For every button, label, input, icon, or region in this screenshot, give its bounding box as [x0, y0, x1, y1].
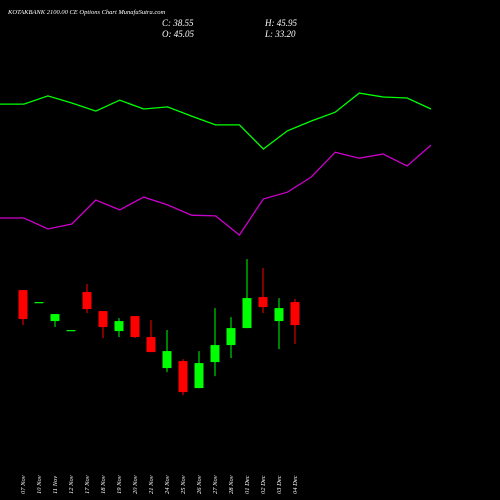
low-label: L: 33.20 [264, 29, 296, 39]
candle-body [82, 292, 92, 310]
candle-body [226, 328, 236, 346]
x-tick-label: 28 Nov [228, 475, 235, 494]
x-tick-label: 25 Nov [180, 475, 187, 494]
close-label: C: 38.55 [162, 18, 194, 28]
candle-body [178, 361, 188, 393]
candle-body [114, 321, 124, 332]
x-tick-label: 20 Nov [132, 475, 139, 494]
chart-title: KOTAKBANK 2100.00 CE Options Chart Munaf… [7, 9, 165, 16]
x-tick-label: 03 Dec [276, 475, 283, 494]
x-tick-label: 27 Nov [212, 475, 219, 494]
indicator-line [0, 92, 432, 150]
x-tick-label: 10 Nov [36, 475, 43, 494]
candle-body [258, 297, 268, 308]
candle-body [66, 330, 76, 332]
x-tick-label: 17 Nov [84, 475, 91, 494]
candle-body [242, 298, 252, 329]
x-tick-label: 26 Nov [196, 475, 203, 494]
candle-body [146, 337, 156, 353]
x-tick-label: 19 Nov [116, 475, 123, 494]
x-tick-label: 24 Nov [164, 475, 171, 494]
x-tick-label: 18 Nov [100, 475, 107, 494]
candle-body [274, 308, 284, 322]
candle-body [162, 351, 172, 369]
x-tick-label: 07 Nov [20, 475, 27, 494]
x-tick-label: 02 Dec [260, 475, 267, 494]
x-tick-label: 12 Nov [68, 475, 75, 494]
candle-body [18, 290, 28, 320]
candle-body [98, 311, 108, 328]
candle-body [194, 363, 204, 389]
high-label: H: 45.95 [264, 18, 297, 28]
open-label: O: 45.05 [162, 29, 194, 39]
x-tick-label: 11 Nov [52, 476, 59, 494]
candle-body [34, 302, 44, 304]
x-tick-label: 01 Dec [244, 475, 251, 494]
candle-body [50, 314, 60, 322]
x-tick-label: 21 Nov [148, 475, 155, 494]
candle-body [210, 345, 220, 363]
x-tick-label: 04 Dec [292, 475, 299, 494]
candle-body [130, 316, 140, 338]
indicator-line [0, 144, 432, 236]
candle-body [290, 302, 300, 326]
